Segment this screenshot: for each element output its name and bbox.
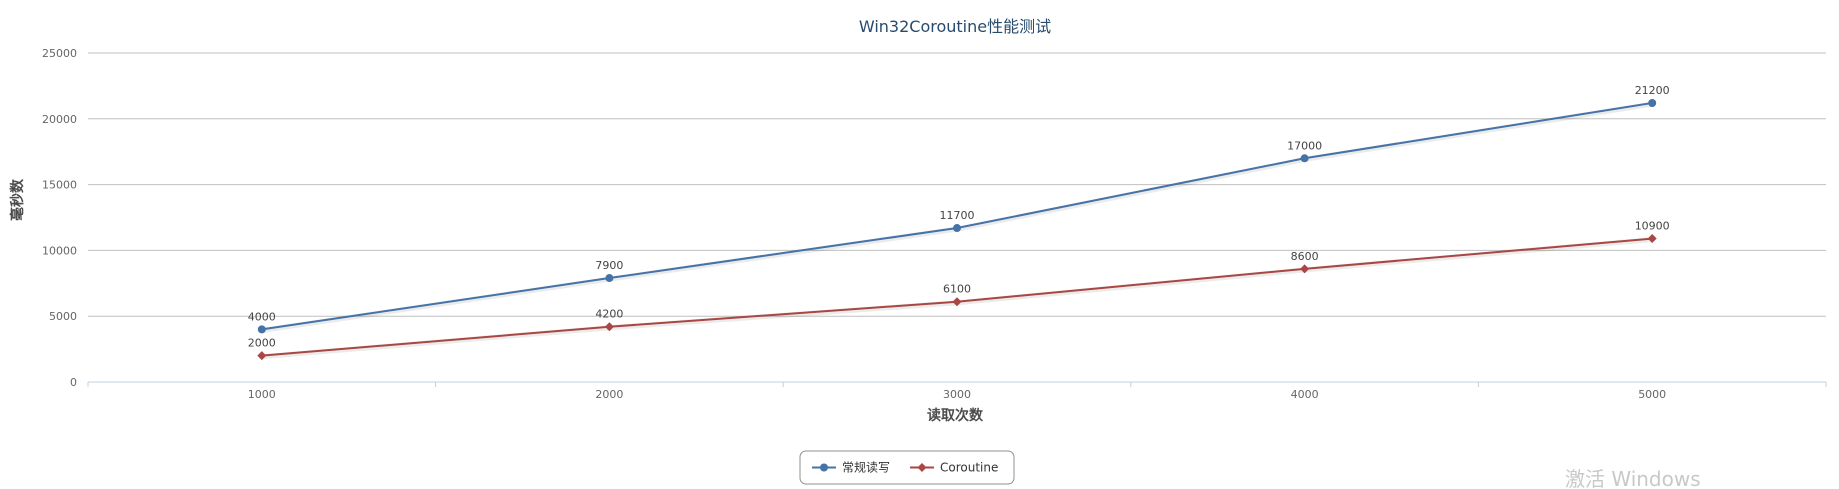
legend-marker [820, 464, 828, 472]
x-tick-label: 2000 [595, 388, 623, 401]
legend[interactable]: 常规读写 Coroutine [800, 451, 1014, 484]
data-point-marker[interactable] [605, 274, 613, 282]
chart-title: Win32Coroutine性能测试 [859, 17, 1051, 36]
x-axis: 1000 2000 3000 4000 5000 [88, 382, 1826, 401]
series-1: 4000 7900 11700 17000 21200 [248, 84, 1670, 333]
data-label: 8600 [1291, 250, 1319, 263]
data-label: 4000 [248, 310, 276, 323]
data-label: 4200 [595, 308, 623, 321]
y-tick-label: 0 [70, 376, 77, 389]
data-label: 2000 [248, 337, 276, 350]
data-point-marker[interactable] [258, 325, 266, 333]
data-label: 11700 [940, 209, 975, 222]
series-2: 2000 4200 6100 8600 10900 [248, 220, 1670, 361]
legend-label: Coroutine [940, 461, 998, 475]
series-layer: 4000 7900 11700 17000 21200 2000 4200 6100 8600 1… [248, 84, 1670, 360]
y-tick-label: 25000 [42, 47, 77, 60]
data-label: 6100 [943, 283, 971, 296]
data-point-marker[interactable] [953, 224, 961, 232]
data-label: 17000 [1287, 139, 1322, 152]
series-line [262, 239, 1652, 356]
data-label: 10900 [1635, 220, 1670, 233]
x-tick-label: 5000 [1638, 388, 1666, 401]
x-axis-title: 读取次数 [927, 407, 984, 424]
data-label: 21200 [1635, 84, 1670, 97]
data-point-marker[interactable] [1301, 154, 1309, 162]
y-tick-label: 5000 [49, 310, 77, 323]
y-tick-label: 15000 [42, 179, 77, 192]
watermark: 激活 Windows [1565, 467, 1701, 489]
x-tick-label: 4000 [1291, 388, 1319, 401]
y-axis-title: 毫秒数 [9, 178, 26, 221]
y-tick-label: 20000 [42, 113, 77, 126]
y-axis-ticks: 0 5000 10000 15000 20000 25000 [42, 47, 77, 389]
y-tick-label: 10000 [42, 244, 77, 257]
data-point-marker[interactable] [1648, 99, 1656, 107]
x-tick-label: 3000 [943, 388, 971, 401]
x-tick-label: 1000 [248, 388, 276, 401]
legend-label: 常规读写 [842, 460, 890, 475]
data-label: 7900 [595, 259, 623, 272]
